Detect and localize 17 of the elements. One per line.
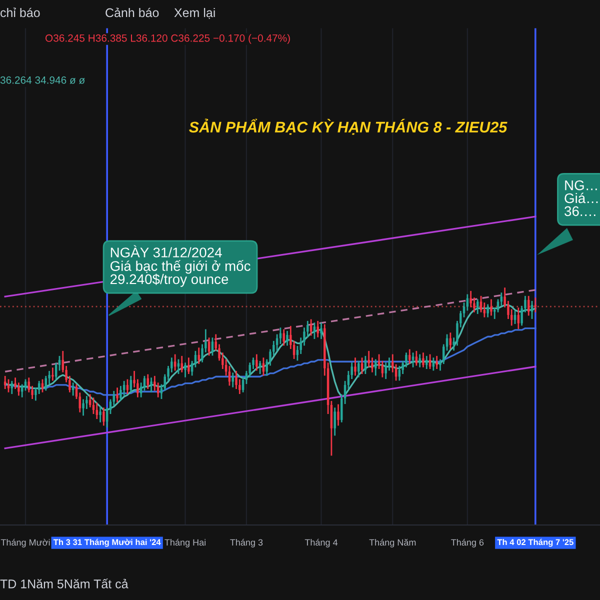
chart-title: SẢN PHẨM BẠC KỲ HẠN THÁNG 8 - ZIEU25 [189, 118, 508, 135]
text: NG… Giá… 36.… [564, 180, 598, 216]
x-tick-label: Tháng 4 [304, 538, 338, 548]
x-tick-label: Tháng Hai [164, 538, 206, 548]
text: O36.245 H36.385 L36.120 C36.225 −0.170 (−0.47%) [45, 34, 290, 44]
text: 36.264 34.946 ø ø [0, 76, 85, 84]
x-tick-label: Tháng Mười [0, 538, 50, 548]
x-tick-label: Tháng 3 [230, 538, 263, 548]
text: TD 1Năm 5Năm Tất cả [0, 578, 128, 588]
x-tick-label: Tháng 6 [451, 538, 484, 548]
annotation: NGÀY 31/12/2024 Giá bạc thế giới ở mốc 29.240$/troy ounce [110, 245, 250, 287]
text: Cảnh báo [106, 8, 159, 18]
text: Xem lại [174, 8, 215, 19]
x-tick-label: Th 3 31 Tháng Mười hai '24 [53, 538, 161, 547]
x-tick-label: Th 4 02 Tháng 7 '25 [497, 538, 574, 547]
x-tick-label: Tháng Năm [369, 538, 416, 548]
text: chỉ báo [0, 8, 40, 18]
